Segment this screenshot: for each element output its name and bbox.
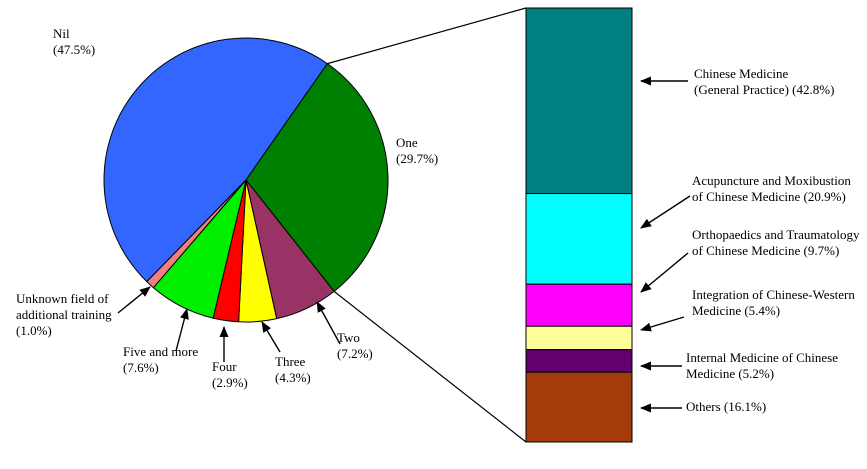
- connector-line-top: [327, 7, 527, 65]
- arrow-integration: [640, 316, 685, 332]
- pie-label-unknown-line2: additional training: [16, 307, 112, 322]
- bar-label-cmgp-line2: (General Practice) (42.8%): [694, 82, 835, 97]
- pie-slice-nil: [103, 37, 328, 283]
- arrow-two: [316, 301, 341, 345]
- bar-label-orthopaedics-traumatology: Orthopaedics and Traumatology of Chinese…: [692, 227, 860, 259]
- pie-label-nil-name: Nil: [53, 26, 70, 41]
- pie-label-one-pct: (29.7%): [396, 151, 439, 166]
- bar-segment-orthopaedics-and-traumatology-of-chinese-medicine: [525, 283, 633, 327]
- pie-label-three-name: Three: [275, 354, 306, 369]
- bar-label-internal-line2: Medicine (5.2%): [686, 366, 775, 381]
- pie-label-five-pct: (7.6%): [123, 360, 159, 375]
- pie-label-five-name: Five and more: [123, 344, 199, 359]
- bar-label-integ-line1: Integration of Chinese-Western: [692, 287, 855, 302]
- bar-label-acu-line2: of Chinese Medicine (20.9%): [692, 189, 846, 204]
- pie-label-two-pct: (7.2%): [337, 346, 373, 361]
- arrow-three: [261, 321, 281, 353]
- bar-label-chinese-medicine-general-practice: Chinese Medicine (General Practice) (42.…: [694, 66, 834, 98]
- arrow-orthopaedics: [640, 252, 689, 293]
- connector-line-bottom: [333, 290, 527, 443]
- pie-slice-unknown-field-of-additional-training: [146, 179, 247, 289]
- pie-label-one-name: One: [396, 135, 418, 150]
- bar-label-integ-line2: Medicine (5.4%): [692, 303, 781, 318]
- pie-label-three-pct: (4.3%): [275, 370, 311, 385]
- bar-label-ortho-line1: Orthopaedics and Traumatology: [692, 227, 860, 242]
- pie-label-four-name: Four: [212, 359, 237, 374]
- bar-label-ortho-line2: of Chinese Medicine (9.7%): [692, 243, 840, 258]
- bar-label-others: Others (16.1%): [686, 399, 766, 415]
- pie-label-three: Three (4.3%): [275, 354, 311, 386]
- pie-label-unknown-line1: Unknown field of: [16, 291, 109, 306]
- pie-label-four: Four (2.9%): [212, 359, 248, 391]
- bar-label-cmgp-line1: Chinese Medicine: [694, 66, 789, 81]
- bar-label-acupuncture-moxibustion: Acupuncture and Moxibustion of Chinese M…: [692, 173, 851, 205]
- bar-segment-chinese-medicine-general-practice: [525, 7, 633, 195]
- pie-label-one: One (29.7%): [396, 135, 438, 167]
- arrow-unknown: [117, 286, 151, 314]
- bar-segment-acupuncture-and-moxibustion-of-chinese-medicine: [525, 193, 633, 285]
- bar-label-integration-chinese-western: Integration of Chinese-Western Medicine …: [692, 287, 855, 319]
- bar-label-internal-medicine: Internal Medicine of Chinese Medicine (5…: [686, 350, 838, 382]
- bar-segment-others: [525, 371, 633, 443]
- pie-label-two: Two (7.2%): [337, 330, 373, 362]
- arrow-acupuncture: [640, 195, 691, 229]
- pie-label-four-pct: (2.9%): [212, 375, 248, 390]
- bar-segment-internal-medicine-of-chinese-medicine: [525, 349, 633, 373]
- bar-segment-integration-of-chinese-western-medicine: [525, 325, 633, 351]
- pie-label-five-and-more: Five and more (7.6%): [123, 344, 198, 376]
- pie-label-unknown-pct: (1.0%): [16, 323, 52, 338]
- bar-label-others-line1: Others (16.1%): [686, 399, 767, 414]
- bar-label-internal-line1: Internal Medicine of Chinese: [686, 350, 838, 365]
- pie-slice-one: [245, 63, 389, 292]
- pie-label-nil: Nil (47.5%): [53, 26, 95, 58]
- pie-label-two-name: Two: [337, 330, 360, 345]
- pie-label-nil-pct: (47.5%): [53, 42, 96, 57]
- bar-label-acu-line1: Acupuncture and Moxibustion: [692, 173, 851, 188]
- pie-label-unknown: Unknown field of additional training (1.…: [16, 291, 112, 339]
- arrow-five-and-more: [175, 308, 189, 352]
